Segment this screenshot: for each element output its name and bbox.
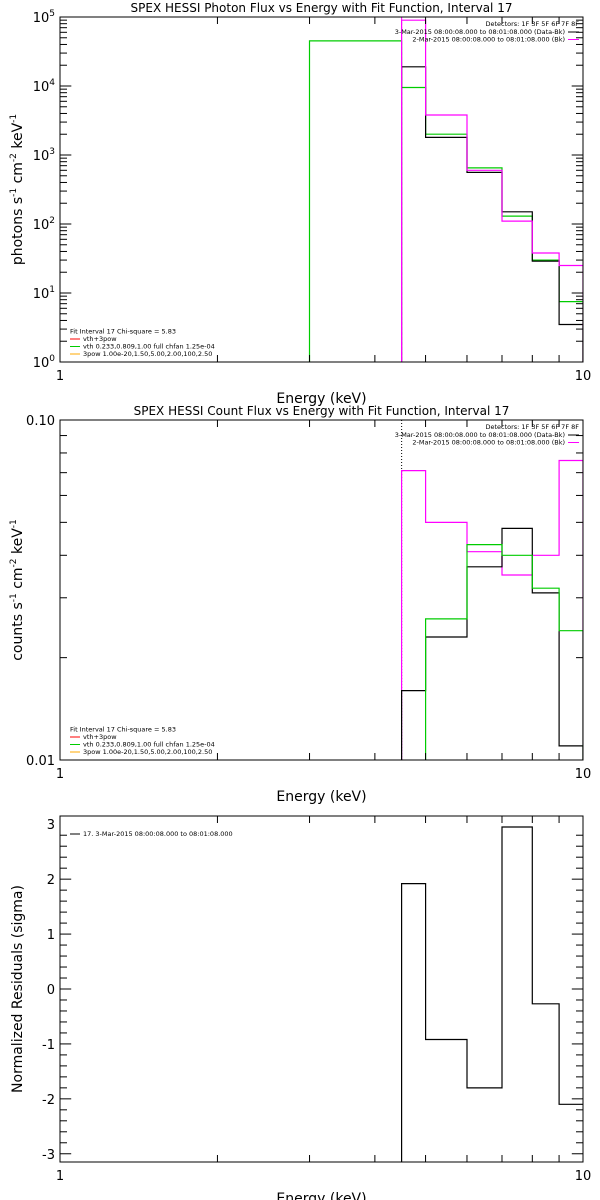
y-tick-base: 10 <box>33 218 50 233</box>
data-series-group <box>401 826 583 1162</box>
y-tick-base: 10 <box>33 149 50 164</box>
legend-header: Fit Interval 17 Chi-square = 5.83 <box>70 726 176 734</box>
y-tick-label: 0.01 <box>26 754 55 769</box>
y-label-part: keV <box>10 528 26 559</box>
y-tick-label: 3 <box>47 818 55 833</box>
legend-entry-text: 2-Mar-2015 08:00:08.000 to 08:01:08.000 … <box>412 439 565 447</box>
y-tick-label: -1 <box>42 1038 55 1053</box>
legend-entry-text: 3pow 1.00e-20,1.50,5.00,2.00,100,2.50 <box>83 350 212 358</box>
chart-panel-2: SPEX HESSI Count Flux vs Energy with Fit… <box>9 404 591 805</box>
y-label-part: counts s <box>10 602 26 661</box>
series-2-line <box>401 527 583 760</box>
y-tick-label: 105 <box>33 9 55 26</box>
y-tick-label: 100 <box>33 354 56 371</box>
y-tick-base: 10 <box>33 356 50 371</box>
series-1-line <box>401 826 583 1162</box>
chart-title: SPEX HESSI Count Flux vs Energy with Fit… <box>134 404 510 418</box>
series-1-line <box>308 40 583 362</box>
y-axis-label: counts s-1 cm-2 keV-1 <box>9 519 26 661</box>
x-axis-label: Energy (keV) <box>276 1191 366 1200</box>
y-label-exponent: -2 <box>9 153 19 162</box>
y-tick-label: 0 <box>47 983 55 998</box>
legend-entry-text: vth 0.233,0.809,1.00 full chfan 1.25e-04 <box>83 343 215 351</box>
legend-entry-text: 3-Mar-2015 08:00:08.000 to 08:01:08.000 … <box>395 431 565 439</box>
plot-frame <box>59 419 584 761</box>
legend-header: Fit Interval 17 Chi-square = 5.83 <box>70 328 176 336</box>
legend-entry-text: vth 0.233,0.809,1.00 full chfan 1.25e-04 <box>83 741 215 749</box>
y-tick-label: -3 <box>42 1148 55 1163</box>
y-tick-label: 102 <box>33 216 55 233</box>
series-2-line <box>401 66 583 362</box>
y-tick-base: 10 <box>33 11 50 26</box>
legend-entry-text: 17. 3-Mar-2015 08:00:08.000 to 08:01:08.… <box>83 830 233 838</box>
x-tick-label: 10 <box>575 369 592 384</box>
plot-frame <box>59 815 584 1163</box>
y-tick-exponent: 3 <box>49 147 55 157</box>
legend-entry-text: 3pow 1.00e-20,1.50,5.00,2.00,100,2.50 <box>83 748 212 756</box>
y-label-exponent: -1 <box>9 519 19 528</box>
y-label-part: cm <box>10 162 26 188</box>
series-3-line <box>401 19 583 362</box>
y-tick-label: 103 <box>33 147 55 164</box>
legend-header: Detectors: 1F 3F 5F 6F 7F 8F <box>485 423 579 431</box>
x-tick-label: 1 <box>56 1169 64 1184</box>
y-label-part: cm <box>10 567 26 593</box>
x-axis-label: Energy (keV) <box>276 789 366 805</box>
y-axis-label: Normalized Residuals (sigma) <box>10 885 26 1093</box>
y-tick-exponent: 0 <box>49 354 55 364</box>
y-tick-label: 1 <box>47 928 55 943</box>
y-label-part: photons s <box>10 197 26 265</box>
y-label-exponent: -1 <box>9 114 19 123</box>
data-series-group <box>308 19 583 362</box>
y-tick-exponent: 4 <box>49 78 55 88</box>
y-tick-label: 104 <box>33 78 56 95</box>
y-label-exponent: -2 <box>9 558 19 567</box>
y-tick-base: 10 <box>33 80 50 95</box>
y-tick-label: 0.10 <box>26 414 55 429</box>
y-axis-label: photons s-1 cm-2 keV-1 <box>9 114 26 265</box>
legend-entry-text: 3-Mar-2015 08:00:08.000 to 08:01:08.000 … <box>395 28 565 36</box>
series-1-line <box>401 459 583 760</box>
x-tick-label: 1 <box>56 369 64 384</box>
chart-title: SPEX HESSI Photon Flux vs Energy with Fi… <box>131 1 513 15</box>
y-tick-exponent: 1 <box>49 285 55 295</box>
legend-entry-text: 2-Mar-2015 08:00:08.000 to 08:01:08.000 … <box>412 36 565 44</box>
plot-frame <box>59 16 584 363</box>
x-tick-label: 10 <box>575 767 592 782</box>
y-tick-exponent: 2 <box>49 216 55 226</box>
y-tick-label: 101 <box>33 285 55 302</box>
series-3-line <box>425 544 583 760</box>
legend-entry-text: vth+3pow <box>83 335 117 343</box>
x-axis-label: Energy (keV) <box>276 391 366 407</box>
legend-header: Detectors: 1F 3F 5F 6F 7F 8F <box>485 20 579 28</box>
y-label-exponent: -1 <box>9 593 19 602</box>
x-tick-label: 10 <box>575 1169 592 1184</box>
chart-panel-1: SPEX HESSI Photon Flux vs Energy with Fi… <box>9 1 591 407</box>
legend-entry-text: vth+3pow <box>83 733 117 741</box>
data-series-group <box>401 459 583 760</box>
y-tick-exponent: 5 <box>49 9 55 19</box>
y-label-part: keV <box>10 122 26 153</box>
y-label-exponent: -1 <box>9 188 19 197</box>
y-tick-base: 10 <box>33 287 50 302</box>
x-tick-label: 1 <box>56 767 64 782</box>
y-tick-label: 2 <box>47 873 55 888</box>
y-tick-label: -2 <box>42 1093 55 1108</box>
